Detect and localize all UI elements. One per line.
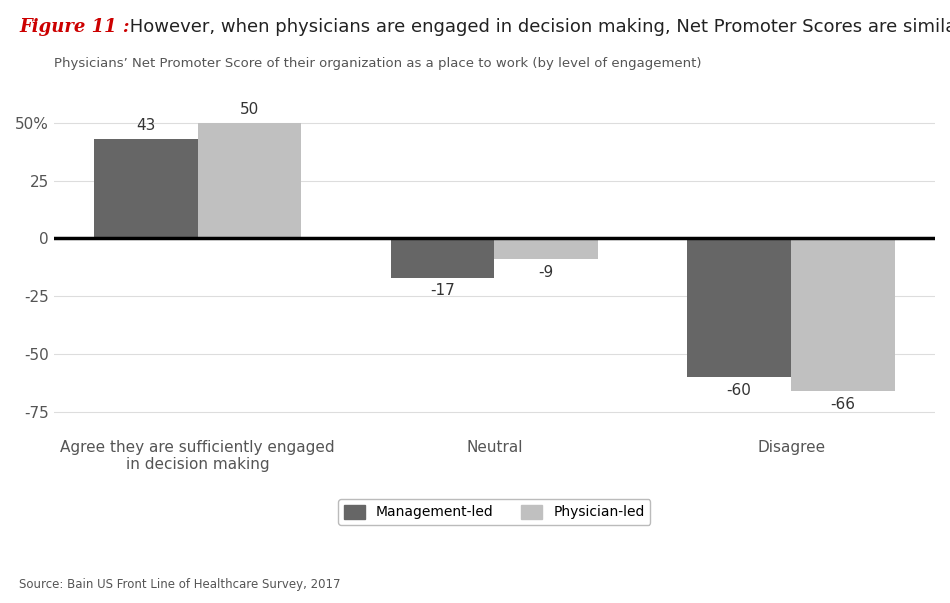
Text: However, when physicians are engaged in decision making, Net Promoter Scores are: However, when physicians are engaged in … bbox=[124, 18, 950, 36]
Text: -17: -17 bbox=[430, 283, 455, 298]
Bar bbox=[94, 139, 198, 238]
Text: Figure 11 :: Figure 11 : bbox=[19, 18, 129, 36]
Bar bbox=[390, 238, 494, 277]
Legend: Management-led, Physician-led: Management-led, Physician-led bbox=[338, 499, 651, 525]
Bar bbox=[687, 238, 791, 377]
Text: 43: 43 bbox=[136, 118, 156, 133]
Bar bbox=[791, 238, 895, 391]
Text: -9: -9 bbox=[539, 265, 554, 280]
Text: -66: -66 bbox=[830, 397, 856, 412]
Text: Source: Bain US Front Line of Healthcare Survey, 2017: Source: Bain US Front Line of Healthcare… bbox=[19, 578, 340, 591]
Text: 50: 50 bbox=[240, 102, 259, 117]
Text: Physicians’ Net Promoter Score of their organization as a place to work (by leve: Physicians’ Net Promoter Score of their … bbox=[54, 57, 701, 70]
Bar bbox=[198, 123, 301, 238]
Bar bbox=[494, 238, 598, 259]
Text: -60: -60 bbox=[727, 383, 751, 398]
